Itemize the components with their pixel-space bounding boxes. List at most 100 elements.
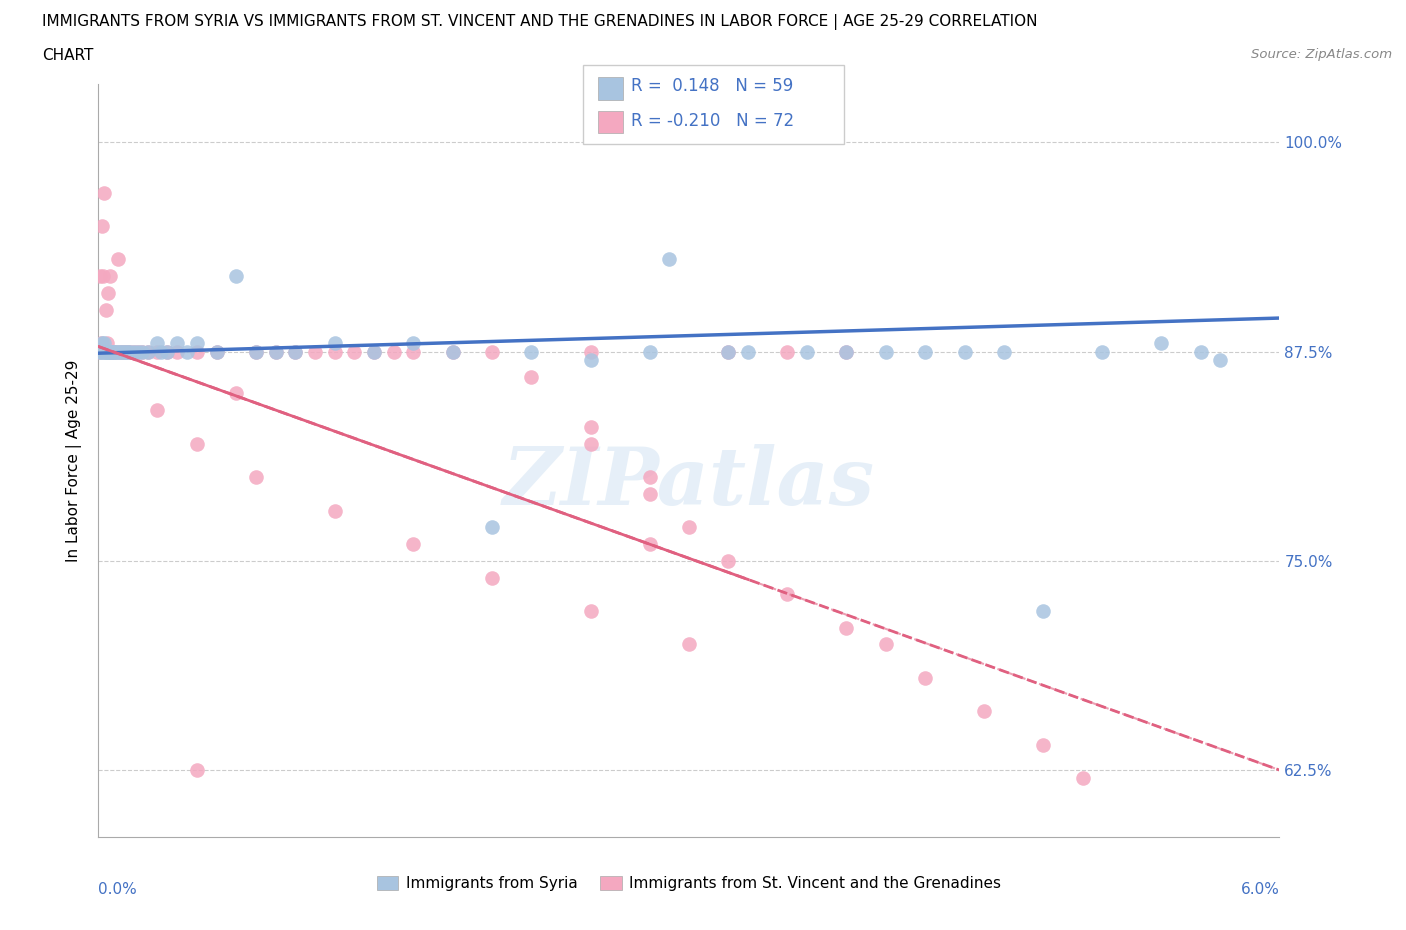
Point: [166, 344, 188, 359]
Point: [100, 344, 122, 359]
Point: [225, 269, 247, 284]
Point: [402, 344, 425, 359]
Point: [776, 344, 799, 359]
Point: [146, 403, 169, 418]
Point: [579, 604, 602, 618]
Point: [101, 344, 124, 359]
Legend: Immigrants from Syria, Immigrants from St. Vincent and the Grenadines: Immigrants from Syria, Immigrants from S…: [370, 870, 1008, 897]
Point: [245, 344, 267, 359]
Point: [205, 344, 228, 359]
Point: [245, 344, 267, 359]
Point: [264, 344, 287, 359]
Point: [579, 436, 602, 451]
Point: [402, 336, 425, 351]
Point: [127, 344, 149, 359]
Point: [205, 344, 228, 359]
Point: [176, 344, 198, 359]
Text: 0.0%: 0.0%: [98, 883, 138, 897]
Point: [127, 344, 149, 359]
Point: [264, 344, 287, 359]
Point: [122, 344, 145, 359]
Point: [89, 344, 111, 359]
Text: R = -0.210   N = 72: R = -0.210 N = 72: [631, 112, 794, 129]
Point: [579, 352, 602, 367]
Point: [1032, 604, 1054, 618]
Point: [186, 436, 208, 451]
Point: [835, 344, 858, 359]
Point: [284, 344, 307, 359]
Point: [93, 269, 115, 284]
Point: [914, 671, 936, 685]
Point: [953, 344, 976, 359]
Point: [117, 344, 139, 359]
Point: [993, 344, 1015, 359]
Point: [96, 344, 118, 359]
Point: [304, 344, 326, 359]
Point: [89, 344, 111, 359]
Point: [103, 344, 125, 359]
Point: [1071, 771, 1094, 786]
Point: [131, 344, 153, 359]
Point: [105, 344, 128, 359]
Point: [94, 344, 117, 359]
Text: CHART: CHART: [42, 48, 94, 63]
Point: [658, 252, 681, 267]
Point: [166, 336, 188, 351]
Point: [737, 344, 759, 359]
Point: [579, 419, 602, 434]
Point: [131, 344, 153, 359]
Point: [93, 344, 115, 359]
Point: [91, 219, 114, 233]
Point: [835, 620, 858, 635]
Point: [835, 344, 858, 359]
Point: [1150, 336, 1173, 351]
Point: [717, 344, 740, 359]
Point: [284, 344, 307, 359]
Point: [115, 344, 138, 359]
Point: [103, 344, 125, 359]
Point: [98, 344, 121, 359]
Point: [323, 503, 346, 518]
Point: [382, 344, 405, 359]
Point: [441, 344, 464, 359]
Point: [1209, 352, 1232, 367]
Point: [112, 344, 135, 359]
Point: [343, 344, 366, 359]
Point: [146, 344, 169, 359]
Point: [97, 344, 120, 359]
Point: [150, 344, 173, 359]
Point: [481, 344, 503, 359]
Point: [1189, 344, 1212, 359]
Point: [136, 344, 159, 359]
Point: [91, 336, 114, 351]
Point: [90, 336, 112, 351]
Text: R =  0.148   N = 59: R = 0.148 N = 59: [631, 77, 793, 95]
Point: [638, 344, 661, 359]
Text: 6.0%: 6.0%: [1240, 883, 1279, 897]
Point: [94, 344, 117, 359]
Point: [186, 763, 208, 777]
Point: [323, 344, 346, 359]
Point: [1032, 737, 1054, 752]
Point: [98, 269, 121, 284]
Point: [101, 344, 124, 359]
Point: [96, 302, 118, 317]
Text: Source: ZipAtlas.com: Source: ZipAtlas.com: [1251, 48, 1392, 61]
Point: [678, 520, 700, 535]
Point: [579, 344, 602, 359]
Point: [105, 344, 128, 359]
Point: [156, 344, 179, 359]
Point: [117, 344, 139, 359]
Point: [225, 386, 247, 401]
Point: [186, 336, 208, 351]
Point: [363, 344, 385, 359]
Point: [103, 344, 125, 359]
Point: [108, 344, 131, 359]
Point: [108, 344, 131, 359]
Point: [100, 344, 122, 359]
Point: [89, 269, 111, 284]
Point: [520, 344, 543, 359]
Text: IMMIGRANTS FROM SYRIA VS IMMIGRANTS FROM ST. VINCENT AND THE GRENADINES IN LABOR: IMMIGRANTS FROM SYRIA VS IMMIGRANTS FROM…: [42, 14, 1038, 30]
Point: [98, 344, 121, 359]
Point: [402, 537, 425, 551]
